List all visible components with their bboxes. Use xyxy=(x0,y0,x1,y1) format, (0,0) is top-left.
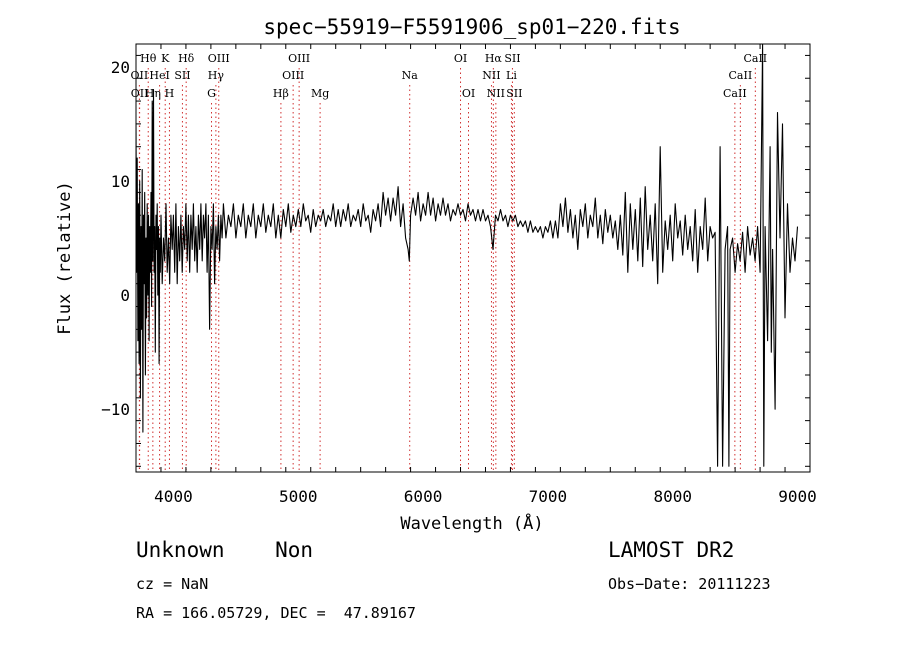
x-tick-label: 6000 xyxy=(404,487,443,506)
marker-label-2: Hδ xyxy=(178,52,195,65)
marker-label-18: OII xyxy=(131,87,149,100)
marker-label-19: Hη xyxy=(145,87,161,100)
marker-label-21: G xyxy=(207,87,216,100)
y-tick-label: 10 xyxy=(111,172,130,191)
y-axis-label: Flux (relative) xyxy=(55,181,75,335)
marker-label-23: Mg xyxy=(311,87,329,100)
marker-label-27: CaII xyxy=(723,87,747,100)
marker-label-22: Hβ xyxy=(273,87,289,100)
x-tick-label: 5000 xyxy=(279,487,318,506)
x-tick-label: 7000 xyxy=(529,487,568,506)
marker-label-11: SII xyxy=(174,69,190,82)
chart-title: spec−55919−F5591906_sp01−220.fits xyxy=(263,15,680,39)
marker-label-8: CaII xyxy=(743,52,767,65)
coordinates: RA = 166.05729, DEC = 47.89167 xyxy=(136,604,416,622)
y-axis: −10 0 10 20 xyxy=(101,54,810,467)
marker-label-25: NII xyxy=(487,87,505,100)
marker-label-1: K xyxy=(161,52,170,65)
x-tick-label: 9000 xyxy=(778,487,817,506)
marker-label-10: HeI xyxy=(149,69,169,82)
marker-label-14: Na xyxy=(402,69,419,82)
marker-label-17: CaII xyxy=(729,69,753,82)
marker-label-26: SII xyxy=(506,87,522,100)
spectrum-line-0 xyxy=(136,44,799,467)
object-class: Unknown Non xyxy=(136,538,314,562)
marker-label-24: OI xyxy=(462,87,475,100)
x-axis: 4000 5000 6000 7000 8000 9000 xyxy=(135,44,817,506)
marker-label-3: OIII xyxy=(208,52,230,65)
marker-label-16: Li xyxy=(506,69,517,82)
survey-name: LAMOST DR2 xyxy=(608,538,735,562)
obs-date: Obs−Date: 20111223 xyxy=(608,575,771,593)
x-axis-label: Wavelength (Å) xyxy=(400,512,543,534)
marker-label-12: Hγ xyxy=(208,69,225,82)
plot-frame xyxy=(135,43,811,473)
marker-label-9: OII xyxy=(131,69,149,82)
marker-label-15: NII xyxy=(482,69,500,82)
marker-label-6: Hα xyxy=(485,52,503,65)
marker-label-4: OIII xyxy=(288,52,310,65)
spectrum-series xyxy=(136,44,799,467)
marker-label-20: H xyxy=(165,87,175,100)
marker-label-0: Hθ xyxy=(140,52,157,65)
x-tick-label: 4000 xyxy=(154,487,193,506)
marker-label-7: SII xyxy=(504,52,520,65)
x-tick-label: 8000 xyxy=(653,487,692,506)
redshift-cz: cz = NaN xyxy=(136,575,209,593)
marker-label-13: OIII xyxy=(282,69,304,82)
y-tick-label: 20 xyxy=(111,58,130,77)
marker-label-5: OI xyxy=(454,52,467,65)
y-tick-label: 0 xyxy=(120,286,130,305)
y-tick-label: −10 xyxy=(101,400,130,419)
